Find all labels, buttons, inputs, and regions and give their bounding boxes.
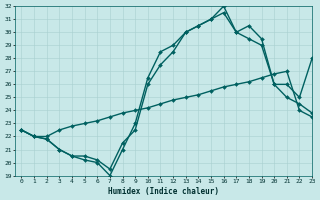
X-axis label: Humidex (Indice chaleur): Humidex (Indice chaleur) — [108, 187, 219, 196]
